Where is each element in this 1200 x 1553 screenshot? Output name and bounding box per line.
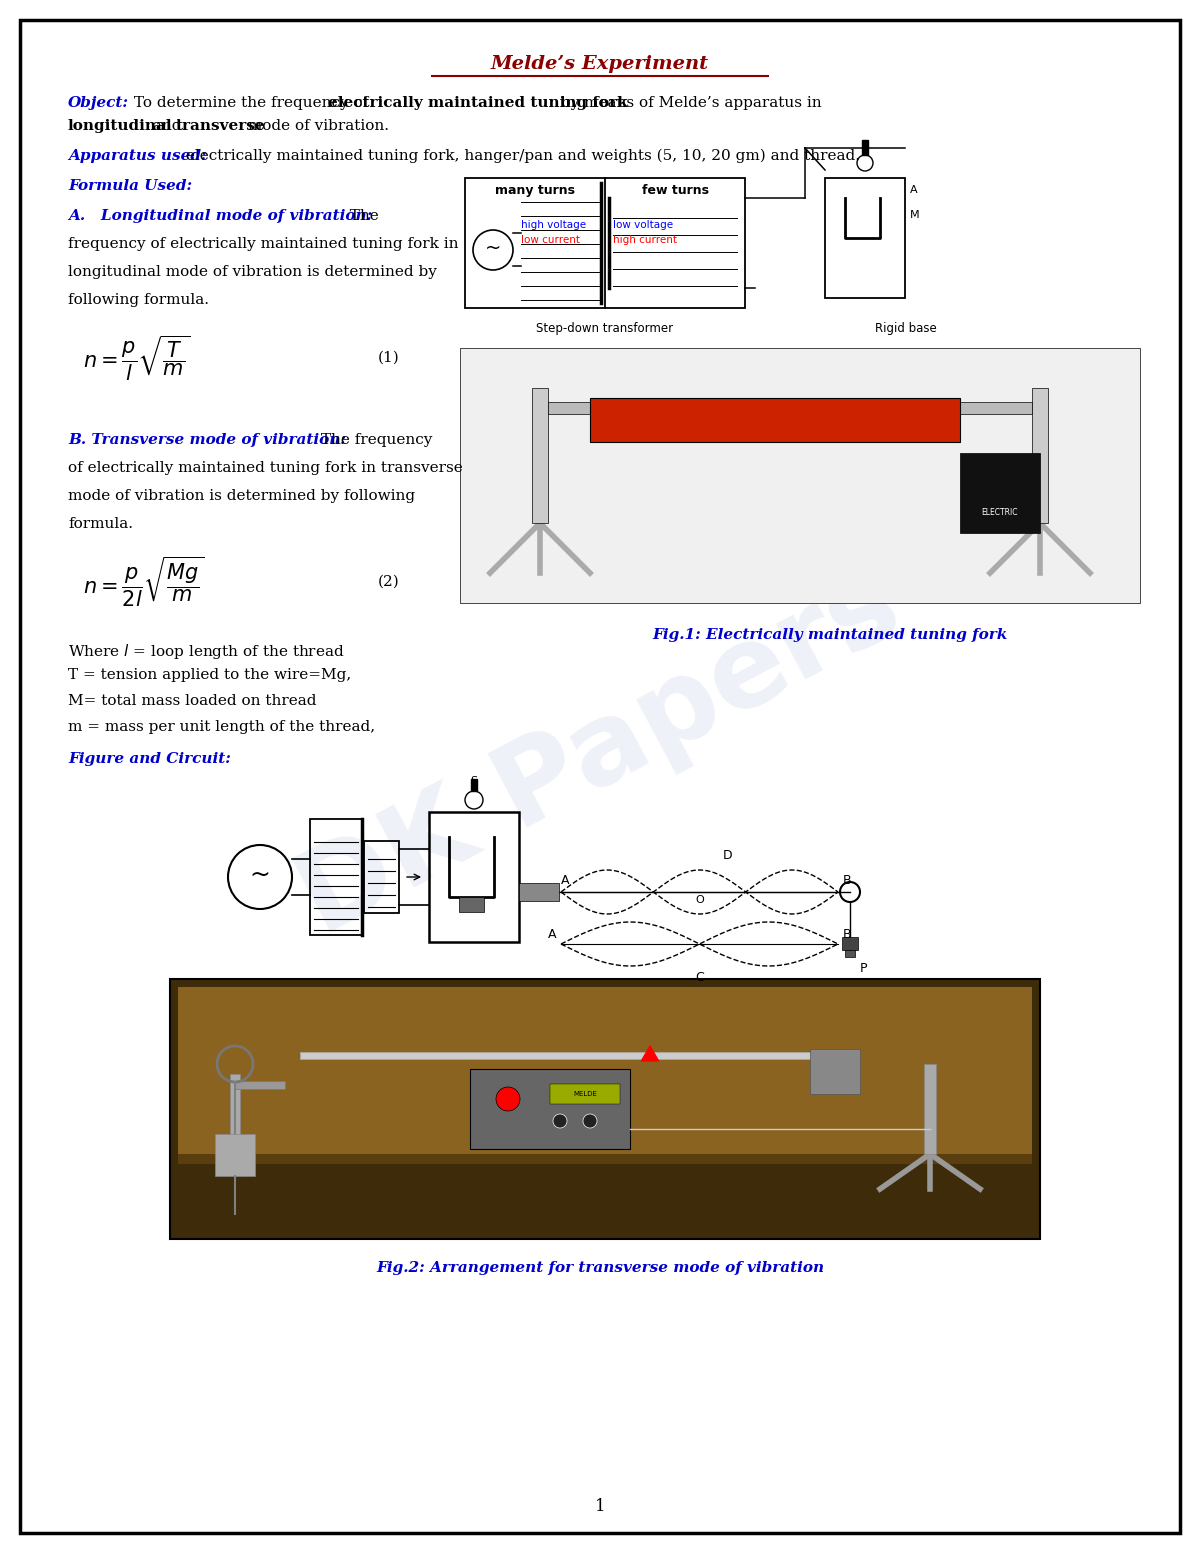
Text: longitudinal mode of vibration is determined by: longitudinal mode of vibration is determ…	[68, 266, 437, 280]
Circle shape	[496, 1087, 520, 1110]
Text: (2): (2)	[378, 575, 400, 589]
Text: low current: low current	[521, 235, 580, 245]
Text: The: The	[340, 210, 379, 224]
Bar	[364, 842, 398, 913]
Text: Apparatus used:: Apparatus used:	[68, 149, 206, 163]
Text: MELDE: MELDE	[574, 1092, 596, 1096]
Text: Melde’s Experiment: Melde’s Experiment	[491, 54, 709, 73]
Text: D: D	[722, 849, 732, 862]
Bar	[470, 780, 478, 790]
Text: B: B	[842, 874, 852, 887]
Text: Figure and Circuit:: Figure and Circuit:	[68, 752, 230, 766]
Bar	[310, 818, 362, 935]
Text: ~: ~	[250, 863, 270, 887]
Bar	[532, 388, 548, 523]
Text: electrically maintained tuning fork: electrically maintained tuning fork	[328, 96, 628, 110]
Bar	[230, 1075, 240, 1154]
Text: $n = \dfrac{p}{l}\sqrt{\dfrac{T}{m}}$: $n = \dfrac{p}{l}\sqrt{\dfrac{T}{m}}$	[83, 334, 191, 382]
Circle shape	[553, 1114, 568, 1127]
Bar	[178, 988, 1032, 1154]
Text: Fig.1: Electrically maintained tuning fork: Fig.1: Electrically maintained tuning fo…	[653, 627, 1008, 641]
Text: following formula.: following formula.	[68, 294, 209, 307]
Text: m = mass per unit length of the thread,: m = mass per unit length of the thread,	[68, 721, 376, 735]
Bar	[810, 1048, 860, 1093]
Text: B: B	[842, 929, 852, 941]
Text: high voltage: high voltage	[521, 221, 586, 230]
Text: longitudinal: longitudinal	[68, 120, 173, 134]
Text: P: P	[860, 961, 868, 975]
Bar	[550, 1084, 620, 1104]
Text: and: and	[148, 120, 186, 134]
Bar	[430, 812, 520, 943]
Text: A: A	[562, 874, 570, 887]
Text: M= total mass loaded on thread: M= total mass loaded on thread	[68, 694, 317, 708]
Text: A.   Longitudinal mode of vibration:: A. Longitudinal mode of vibration:	[68, 210, 372, 224]
Bar	[1032, 388, 1048, 523]
Bar	[300, 1051, 850, 1059]
Text: S: S	[470, 776, 478, 786]
Bar	[170, 978, 1040, 1239]
Text: Formula Used:: Formula Used:	[68, 179, 192, 193]
Text: 1: 1	[595, 1499, 605, 1516]
Bar	[460, 348, 1140, 603]
Bar	[548, 402, 1032, 415]
Text: many turns: many turns	[496, 183, 575, 197]
Text: To determine the frequency of: To determine the frequency of	[130, 96, 373, 110]
Text: transverse: transverse	[176, 120, 265, 134]
Text: (1): (1)	[378, 351, 400, 365]
Text: ~: ~	[485, 239, 502, 258]
Text: Object:: Object:	[68, 96, 130, 110]
Text: Rigid base: Rigid base	[875, 321, 937, 335]
Bar	[470, 1068, 630, 1149]
Bar	[178, 1154, 1032, 1165]
Text: electrically maintained tuning fork, hanger/pan and weights (5, 10, 20 gm) and t: electrically maintained tuning fork, han…	[181, 149, 860, 163]
Text: Where $l$ = loop length of the thread: Where $l$ = loop length of the thread	[68, 641, 344, 662]
Text: few turns: few turns	[642, 183, 708, 197]
Text: DK Papers: DK Papers	[281, 548, 919, 958]
Text: mode of vibration is determined by following: mode of vibration is determined by follo…	[68, 489, 415, 503]
Text: The frequency: The frequency	[316, 433, 432, 447]
Text: high current: high current	[613, 235, 677, 245]
Text: low voltage: low voltage	[613, 221, 673, 230]
Text: mode of vibration.: mode of vibration.	[242, 120, 389, 134]
Text: of electrically maintained tuning fork in transverse: of electrically maintained tuning fork i…	[68, 461, 463, 475]
Bar	[235, 1081, 286, 1089]
Bar	[215, 1134, 256, 1176]
Text: Step-down transformer: Step-down transformer	[536, 321, 673, 335]
Text: ELECTRIC: ELECTRIC	[982, 508, 1019, 517]
Text: by means of Melde’s apparatus in: by means of Melde’s apparatus in	[556, 96, 822, 110]
Bar	[960, 453, 1040, 533]
Bar	[862, 140, 868, 155]
Text: formula.: formula.	[68, 517, 133, 531]
Bar	[845, 950, 854, 957]
Text: B. Transverse mode of vibration:: B. Transverse mode of vibration:	[68, 433, 346, 447]
Text: O: O	[695, 895, 704, 905]
Bar	[590, 398, 960, 443]
Bar	[826, 179, 905, 298]
Bar	[466, 179, 745, 307]
Bar	[842, 936, 858, 950]
Text: M: M	[910, 210, 919, 221]
Text: C: C	[695, 971, 704, 985]
Text: T = tension applied to the wire=Mg,: T = tension applied to the wire=Mg,	[68, 668, 352, 682]
Text: A: A	[547, 929, 556, 941]
Text: frequency of electrically maintained tuning fork in: frequency of electrically maintained tun…	[68, 238, 458, 252]
Circle shape	[583, 1114, 598, 1127]
Text: A: A	[910, 185, 918, 196]
Bar	[458, 898, 484, 912]
Text: Fig.2: Arrangement for transverse mode of vibration: Fig.2: Arrangement for transverse mode o…	[376, 1261, 824, 1275]
Bar	[924, 1064, 936, 1154]
Text: $n = \dfrac{p}{2l}\sqrt{\dfrac{Mg}{m}}$: $n = \dfrac{p}{2l}\sqrt{\dfrac{Mg}{m}}$	[83, 554, 204, 609]
FancyArrow shape	[520, 884, 559, 901]
